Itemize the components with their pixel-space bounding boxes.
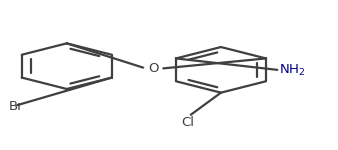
Text: Br: Br	[9, 100, 23, 113]
Text: NH$_2$: NH$_2$	[279, 63, 305, 78]
Text: O: O	[149, 62, 159, 75]
Text: Cl: Cl	[181, 116, 194, 129]
